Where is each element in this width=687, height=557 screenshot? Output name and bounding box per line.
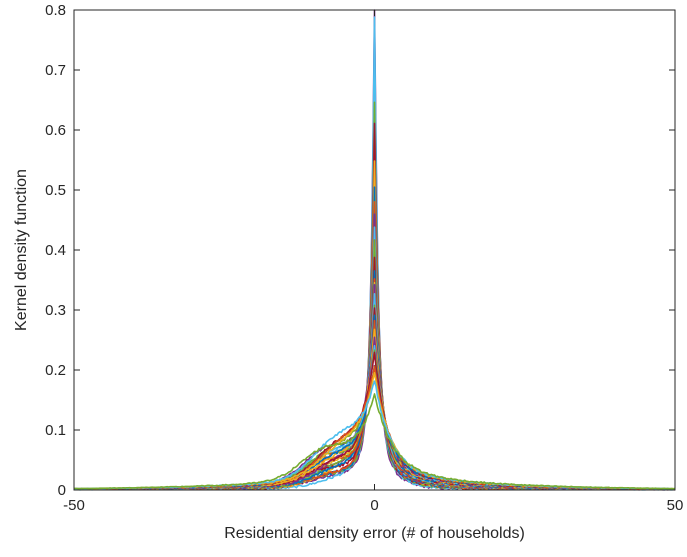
y-tick-label: 0.6 (45, 122, 66, 139)
density-series-line (73, 393, 676, 490)
y-tick-label: 0.3 (45, 302, 66, 319)
y-tick-label: 0.1 (45, 422, 66, 439)
x-tick-label: 0 (370, 497, 378, 514)
y-tick-label: 0.2 (45, 362, 66, 379)
y-axis-label: Kernel density function (13, 169, 30, 331)
y-tick-label: 0.5 (45, 182, 66, 199)
y-tick-label: 0.4 (45, 242, 66, 259)
y-tick-label: 0.8 (45, 2, 66, 19)
x-tick-label: 50 (667, 497, 684, 514)
y-tick-label: 0 (58, 482, 66, 499)
y-tick-label: 0.7 (45, 62, 66, 79)
x-axis-label: Residential density error (# of househol… (224, 525, 525, 542)
x-tick-label: -50 (63, 497, 85, 514)
series-layer (73, 9, 676, 491)
